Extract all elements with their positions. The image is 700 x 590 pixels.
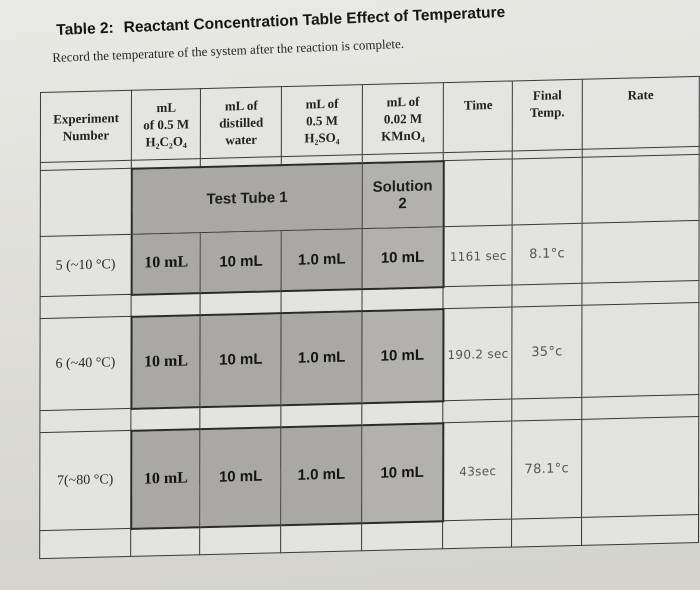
blank-cell — [130, 526, 201, 557]
header-line: Experiment — [53, 109, 119, 127]
header-line: H₂C₂O₄ — [145, 133, 187, 150]
header-line: Rate — [627, 87, 654, 103]
rate-input-cell[interactable] — [581, 220, 700, 284]
blank-cell — [442, 519, 513, 549]
blank-cell — [581, 280, 699, 306]
blank-cell — [39, 528, 131, 559]
header-line: KMnO₄ — [381, 127, 425, 144]
header-line: mL of — [305, 95, 339, 112]
solution-2-group: Solution 2 — [362, 160, 444, 229]
time-input-cell[interactable]: 1161 sec — [443, 224, 513, 287]
col-header-experiment: Experiment Number — [40, 90, 132, 163]
blank-cell — [361, 400, 444, 425]
header-line: Temp. — [530, 104, 565, 121]
blank-cell — [131, 292, 201, 317]
table-label: Table 2: — [56, 19, 115, 39]
blank-cell — [281, 402, 362, 427]
rate-input-cell[interactable] — [581, 416, 699, 518]
water-volume-cell: 10 mL — [200, 230, 282, 293]
header-line: Number — [62, 126, 110, 143]
table-title-text: Reactant Concentration Table Effect of T… — [123, 3, 506, 37]
header-line: mL of — [386, 93, 420, 110]
blank-cell — [131, 406, 201, 431]
rate-input-cell[interactable] — [581, 302, 699, 398]
sulfuric-acid-volume-cell: 1.0 mL — [281, 310, 362, 405]
oxalic-acid-volume-cell: 10 mL — [131, 232, 201, 295]
table-title: Table 2: Reactant Concentration Table Eff… — [56, 4, 506, 40]
blank-cell — [361, 286, 444, 311]
group-line: 2 — [398, 194, 407, 213]
header-line: 0.02 M — [383, 110, 423, 127]
header-line: H₂SO₄ — [304, 129, 340, 146]
blank-cell — [443, 399, 513, 423]
group-line: Solution — [372, 177, 433, 196]
header-line: mL of — [224, 97, 258, 114]
col-header-water: mL of distilled water — [200, 86, 282, 159]
test-tube-1-group: Test Tube 1 — [131, 162, 363, 235]
col-header-kmno4: mL of 0.02 M KMnO₄ — [362, 82, 444, 155]
reactant-concentration-table: Experiment Number mL of 0.5 M H₂C₂O₄ mL … — [39, 76, 700, 559]
sulfuric-acid-volume-cell: 1.0 mL — [281, 228, 363, 291]
time-input-cell[interactable]: 190.2 sec — [443, 307, 513, 401]
time-input-cell[interactable]: 43sec — [442, 421, 513, 521]
final-temp-input-cell[interactable]: 8.1°c — [512, 223, 582, 286]
header-line: mL — [156, 99, 177, 116]
blank-cell — [581, 394, 699, 420]
blank-cell — [361, 520, 443, 551]
header-line: Time — [463, 96, 493, 113]
col-header-time: Time — [443, 80, 513, 153]
blank-cell — [200, 290, 282, 315]
blank-cell — [443, 285, 513, 309]
kmno4-volume-cell: 10 mL — [361, 422, 444, 523]
blank-cell — [512, 397, 582, 422]
blank-cell — [39, 408, 132, 433]
header-line: 0.5 M — [306, 112, 338, 129]
experiment-number-cell: 7(~80 °C) — [39, 430, 132, 531]
header-line: of 0.5 M — [143, 116, 190, 133]
oxalic-acid-volume-cell: 10 mL — [130, 428, 201, 529]
blank-cell — [512, 283, 582, 308]
table-row: 6 (~40 °C) 10 mL 10 mL 1.0 mL 10 mL 190.… — [39, 302, 699, 411]
col-header-rate: Rate — [581, 76, 700, 150]
blank-cell — [511, 517, 582, 548]
col-header-sulfuric-acid: mL of 0.5 M H₂SO₄ — [281, 84, 363, 157]
blank-cell — [443, 158, 513, 227]
final-temp-input-cell[interactable]: 78.1°c — [512, 419, 582, 520]
instruction-text: Record the temperature of the system aft… — [52, 35, 405, 65]
blank-cell — [280, 522, 362, 553]
oxalic-acid-volume-cell: 10 mL — [131, 314, 201, 409]
water-volume-cell: 10 mL — [200, 312, 282, 407]
header-line: Final — [532, 87, 562, 103]
header-line: distilled — [219, 114, 264, 131]
blank-cell — [581, 154, 700, 224]
table-row: 7(~80 °C) 10 mL 10 mL 1.0 mL 10 mL 43sec… — [39, 416, 699, 531]
blank-cell — [281, 288, 363, 313]
col-header-oxalic-acid: mL of 0.5 M H₂C₂O₄ — [131, 88, 201, 161]
sulfuric-acid-volume-cell: 1.0 mL — [280, 424, 362, 525]
blank-cell — [200, 524, 281, 555]
blank-cell — [200, 404, 282, 429]
col-header-final-temp: Final Temp. — [512, 79, 583, 151]
water-volume-cell: 10 mL — [200, 426, 282, 527]
final-temp-input-cell[interactable]: 35°c — [512, 305, 582, 400]
blank-cell — [581, 514, 699, 546]
blank-cell — [40, 168, 132, 237]
blank-cell — [40, 294, 132, 319]
header-line: water — [225, 131, 258, 148]
kmno4-volume-cell: 10 mL — [361, 308, 444, 403]
blank-cell — [512, 157, 582, 225]
experiment-number-cell: 6 (~40 °C) — [39, 316, 132, 411]
kmno4-volume-cell: 10 mL — [362, 226, 444, 289]
experiment-number-cell: 5 (~10 °C) — [40, 234, 132, 297]
